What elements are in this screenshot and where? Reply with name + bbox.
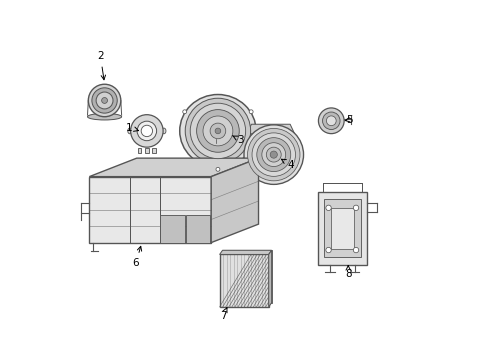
Text: 7: 7 xyxy=(220,308,227,321)
Circle shape xyxy=(267,147,281,162)
Circle shape xyxy=(141,125,152,136)
Circle shape xyxy=(326,247,331,253)
Circle shape xyxy=(96,92,113,109)
Circle shape xyxy=(249,110,253,114)
Polygon shape xyxy=(220,250,271,255)
Circle shape xyxy=(210,123,226,139)
Text: 5: 5 xyxy=(345,115,352,125)
Polygon shape xyxy=(247,124,294,134)
Circle shape xyxy=(322,112,340,130)
Bar xyxy=(160,215,185,243)
Circle shape xyxy=(203,116,233,146)
Bar xyxy=(186,215,210,243)
Circle shape xyxy=(244,125,303,184)
Circle shape xyxy=(196,109,239,152)
Circle shape xyxy=(257,138,291,172)
Bar xyxy=(220,255,269,307)
Circle shape xyxy=(326,116,336,126)
Bar xyxy=(138,148,141,153)
Circle shape xyxy=(318,108,344,134)
Text: 2: 2 xyxy=(97,51,105,80)
Circle shape xyxy=(247,129,300,181)
Circle shape xyxy=(215,128,221,134)
Circle shape xyxy=(270,151,277,158)
Text: 4: 4 xyxy=(281,159,294,170)
Circle shape xyxy=(101,98,107,103)
Bar xyxy=(318,192,367,265)
Polygon shape xyxy=(222,250,271,303)
Circle shape xyxy=(216,167,220,171)
Text: 3: 3 xyxy=(232,135,244,145)
Circle shape xyxy=(190,103,245,159)
Circle shape xyxy=(88,84,121,117)
Circle shape xyxy=(131,115,163,147)
Circle shape xyxy=(326,205,331,211)
Circle shape xyxy=(262,143,286,167)
Ellipse shape xyxy=(180,95,256,167)
Circle shape xyxy=(353,247,359,253)
Polygon shape xyxy=(211,158,259,243)
Bar xyxy=(145,148,148,153)
Ellipse shape xyxy=(88,113,122,120)
Circle shape xyxy=(183,110,187,114)
Ellipse shape xyxy=(162,128,166,134)
Circle shape xyxy=(252,133,295,176)
Bar xyxy=(323,199,361,257)
Circle shape xyxy=(92,88,117,113)
Circle shape xyxy=(137,121,157,141)
Bar xyxy=(152,148,156,153)
Text: 1: 1 xyxy=(126,122,139,132)
Bar xyxy=(331,208,354,249)
Polygon shape xyxy=(269,250,271,307)
Ellipse shape xyxy=(128,128,132,134)
Polygon shape xyxy=(89,158,259,177)
Circle shape xyxy=(185,98,250,164)
FancyBboxPatch shape xyxy=(89,177,211,243)
Text: 6: 6 xyxy=(133,246,142,268)
Text: 8: 8 xyxy=(345,266,351,279)
Circle shape xyxy=(353,205,359,211)
